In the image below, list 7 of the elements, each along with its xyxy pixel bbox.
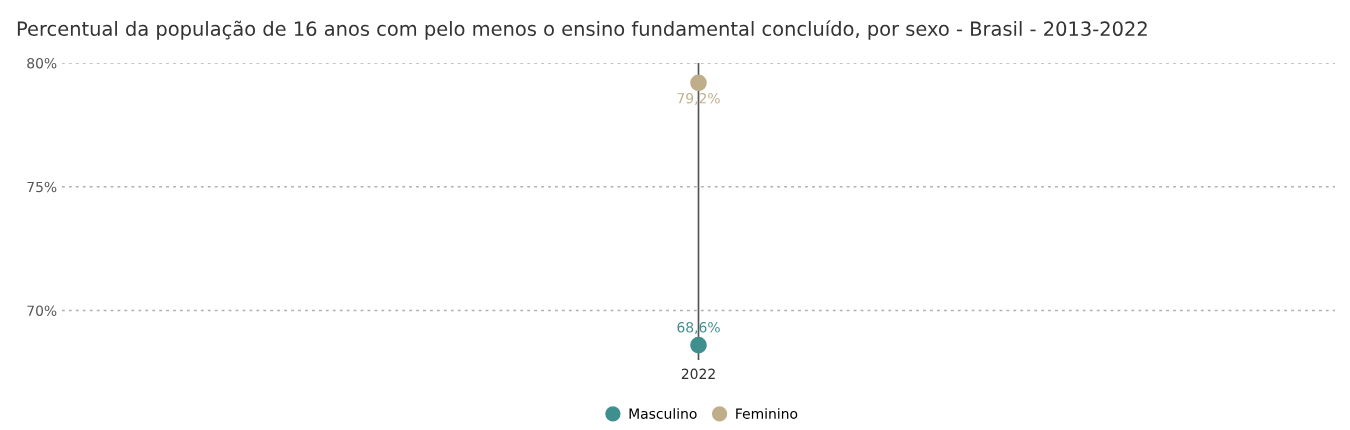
legend-label: Feminino — [736, 408, 798, 419]
legend-label: Masculino — [629, 408, 697, 419]
chart-title: Percentual da população de 16 anos com pelo menos o ensino fundamental concluído, por sexo - Brasil - 2013-2022 — [17, 20, 1147, 40]
y-tick-label: 75% — [27, 181, 57, 193]
y-tick-label: 80% — [27, 57, 57, 69]
y-tick-label: 70% — [27, 305, 57, 316]
x-tick-label: 2022 — [681, 368, 715, 380]
